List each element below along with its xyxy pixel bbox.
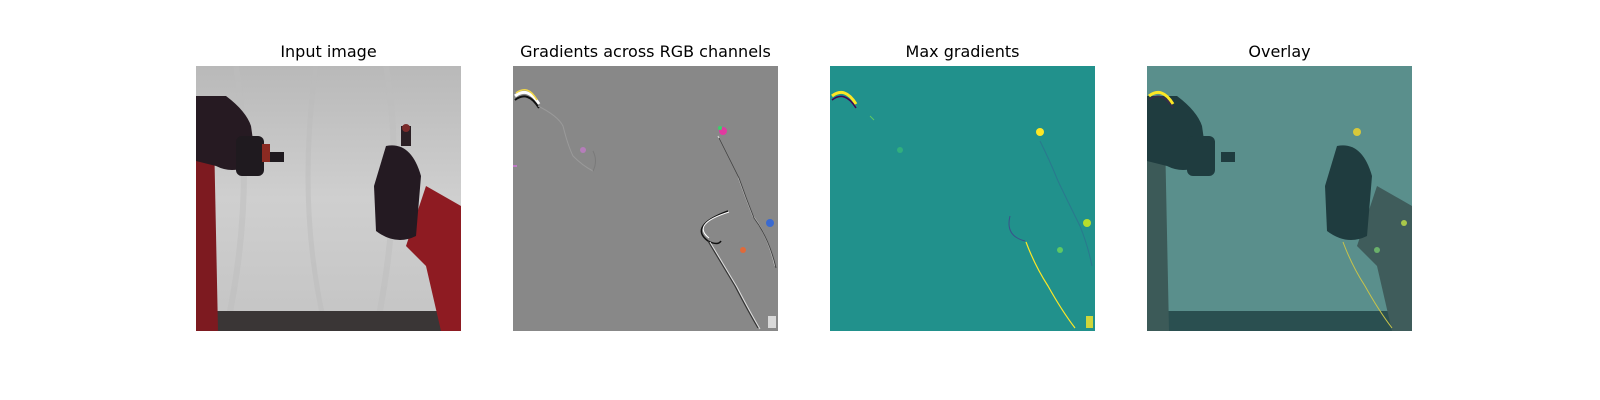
panel-overlay: Overlay xyxy=(1147,42,1412,331)
rgb-gradients-image xyxy=(513,66,778,331)
panel-rgb-gradients: Gradients across RGB channels xyxy=(513,42,778,331)
input-image xyxy=(196,66,461,331)
panel-title: Input image xyxy=(280,42,377,61)
panel-max-gradients: Max gradients xyxy=(830,42,1095,331)
panel-input-image: Input image xyxy=(196,42,461,331)
panel-title: Overlay xyxy=(1248,42,1311,61)
max-gradients-image xyxy=(830,66,1095,331)
overlay-image xyxy=(1147,66,1412,331)
panel-title: Max gradients xyxy=(905,42,1020,61)
panel-title: Gradients across RGB channels xyxy=(520,42,771,61)
